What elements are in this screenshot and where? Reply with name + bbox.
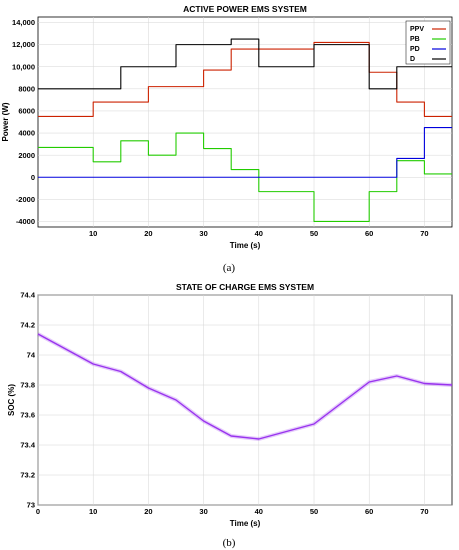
x-tick-label: 50 [310,507,318,516]
y-tick-label: 73.8 [20,381,35,390]
series-line-d [38,38,452,90]
x-tick-label: 60 [365,229,373,238]
x-tick-label: 20 [144,229,152,238]
y-tick-label: 10,000 [12,62,35,71]
series-line-pd [38,126,452,178]
caption: (b) [223,537,236,549]
y-tick-label: 6000 [18,107,35,116]
y-tick-label: 73.6 [20,411,35,420]
x-tick-label: 30 [199,507,207,516]
y-tick-label: 8000 [18,84,35,93]
y-tick-label: 4000 [18,129,35,138]
state-of-charge-chart: STATE OF CHARGE EMS SYSTEM 0 10 20 30 40 50 60… [7,282,453,549]
plot-area [37,294,453,506]
x-tick-label: 40 [255,507,263,516]
x-tick-label: 0 [36,507,40,516]
chart-title: ACTIVE POWER EMS SYSTEM [183,4,307,14]
y-tick-label: 74.2 [20,321,35,330]
legend-label: PB [410,36,420,43]
x-tick-label: 50 [310,229,318,238]
legend-label: PPV [410,26,424,33]
legend-label: D [410,56,415,63]
y-axis-label: Power (W) [1,102,10,141]
legend-label: PD [410,46,420,53]
x-tick-label: 10 [89,507,97,516]
y-tick-label: 12,000 [12,40,35,49]
x-tick-label: 10 [89,229,97,238]
x-tick-label: 40 [255,229,263,238]
x-axis-label: Time (s) [230,241,261,250]
y-tick-label: 73.4 [20,441,35,450]
series-line-ppv [38,41,452,118]
y-tick-label: 73.2 [20,471,35,480]
y-tick-label: -2000 [16,195,35,204]
y-tick-label: 14,000 [12,18,35,27]
x-tick-label: 30 [199,229,207,238]
x-axis-label: Time (s) [230,519,261,528]
legend: PPV PB PD D [405,20,451,65]
chart-title: STATE OF CHARGE EMS SYSTEM [176,282,314,292]
active-power-chart: ACTIVE POWER EMS SYSTEM 10 20 30 40 50 60 70 -4… [1,4,453,274]
y-tick-label: 74.4 [20,291,35,300]
caption: (a) [223,262,236,274]
y-tick-label: 74 [27,351,36,360]
series-line-pb [38,132,452,223]
y-tick-label: 73 [27,501,35,510]
y-tick-label: 0 [31,173,35,182]
x-tick-label: 60 [365,507,373,516]
series-line-soc [37,333,453,440]
x-tick-label: 20 [144,507,152,516]
legend-box [405,20,451,65]
x-tick-label: 70 [420,507,428,516]
y-tick-label: 2000 [18,151,35,160]
y-tick-label: -4000 [16,217,35,226]
x-tick-label: 70 [420,229,428,238]
y-axis-label: SOC (%) [7,384,16,416]
